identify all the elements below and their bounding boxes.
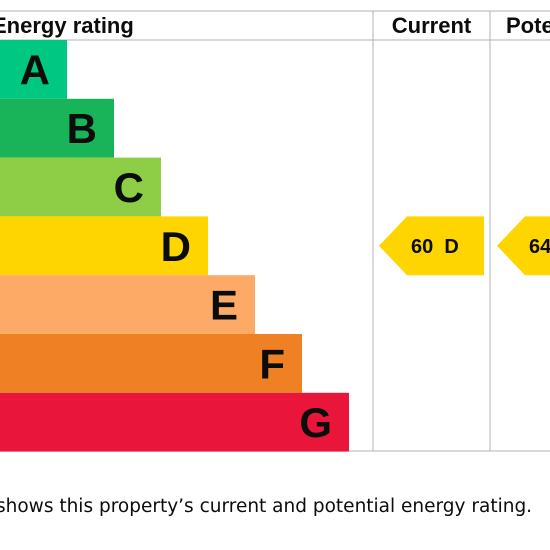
rating-arrows: 60 D 64 D <box>379 216 550 276</box>
band-c-label: C <box>114 164 144 211</box>
band-b-label: B <box>67 105 97 152</box>
band-a-label: A <box>20 46 50 93</box>
band-f-label: F <box>259 340 285 387</box>
band-d-bar <box>0 216 208 276</box>
header-potential: Potential <box>506 13 550 38</box>
current-rating-label: 60 D <box>411 236 459 258</box>
current-arrow <box>379 216 484 276</box>
band-b-bar <box>0 98 114 158</box>
header-energy-rating: Energy rating <box>0 13 134 38</box>
band-f-bar <box>0 334 302 393</box>
band-c-bar <box>0 157 161 217</box>
band-d-label: D <box>161 223 191 270</box>
potential-arrow <box>497 216 550 276</box>
band-a-bar <box>0 40 67 99</box>
band-e-label: E <box>210 282 238 329</box>
potential-rating-label: 64 D <box>529 236 550 258</box>
band-g-label: G <box>299 399 332 446</box>
band-e-bar <box>0 275 255 334</box>
chart-caption: shows this property’s current and potent… <box>0 496 533 517</box>
band-g-bar <box>0 392 349 452</box>
header-current: Current <box>392 13 472 38</box>
